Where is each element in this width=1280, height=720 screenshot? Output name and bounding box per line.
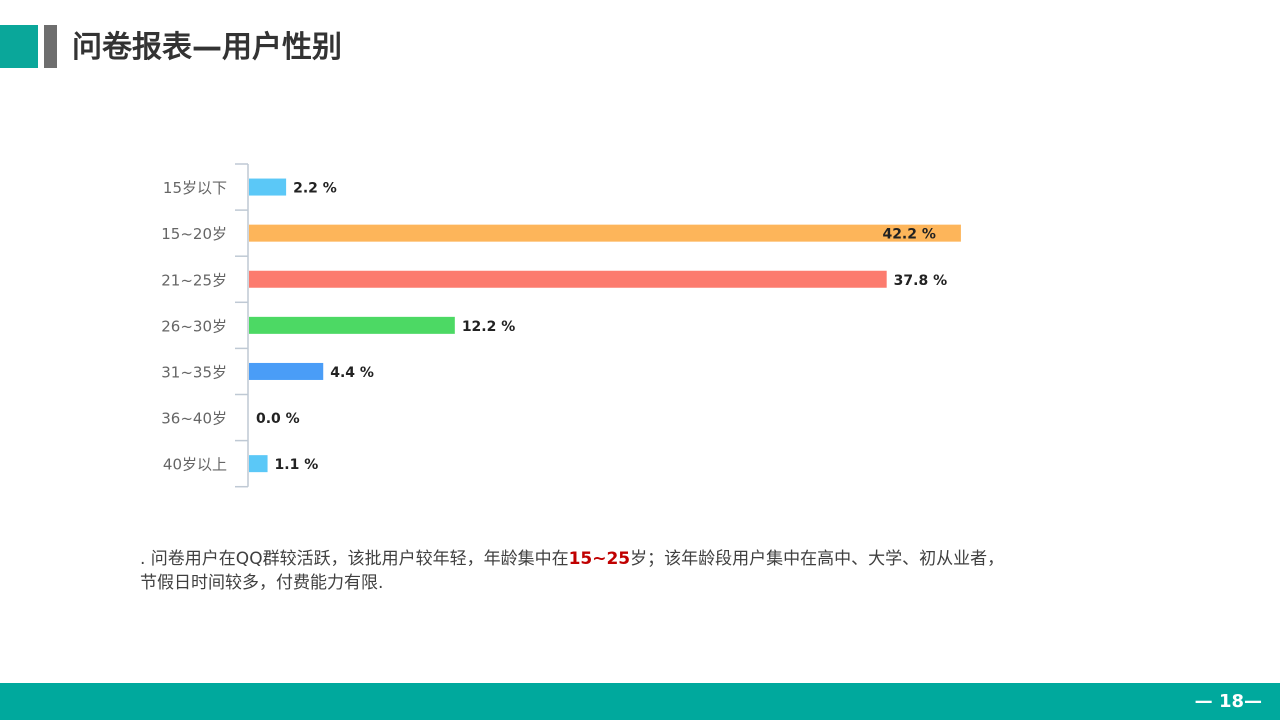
value-label: 2.2 % [293, 181, 337, 197]
footer-bar: — 18— [0, 683, 1280, 720]
value-label: 4.4 % [330, 365, 374, 381]
value-label: 12.2 % [462, 319, 515, 335]
bar [249, 455, 268, 473]
category-label: 36~40岁 [161, 410, 227, 428]
description-prefix: . 问卷用户在QQ群较活跃，该批用户较年轻，年龄集中在 [140, 549, 569, 569]
title-accent-block [0, 25, 38, 68]
value-label: 37.8 % [894, 273, 947, 289]
category-label: 21~25岁 [161, 271, 227, 289]
page-number: — 18— [1194, 691, 1262, 712]
bar [249, 224, 961, 242]
category-label: 15~20岁 [161, 225, 227, 243]
description-suffix: 岁；该年龄段用户集中在高中、大学、初从业者，节假日时间较多，付费能力有限. [140, 549, 1005, 593]
category-label: 40岁以上 [163, 456, 227, 474]
bar [249, 178, 287, 196]
page-title: 问卷报表—用户性别 [72, 30, 342, 65]
bar [249, 316, 455, 334]
title-accent-bar [44, 25, 57, 68]
value-label: 42.2 % [882, 227, 935, 243]
description-highlight: 15~25 [568, 549, 631, 569]
bar [249, 362, 324, 380]
value-label: 1.1 % [275, 457, 319, 473]
value-label: 0.0 % [256, 411, 300, 427]
chart-description: . 问卷用户在QQ群较活跃，该批用户较年轻，年龄集中在15~25岁；该年龄段用户… [140, 547, 1020, 595]
bar [249, 270, 887, 288]
category-label: 31~35岁 [161, 363, 227, 381]
category-label: 15岁以下 [163, 179, 227, 197]
category-label: 26~30岁 [161, 317, 227, 335]
